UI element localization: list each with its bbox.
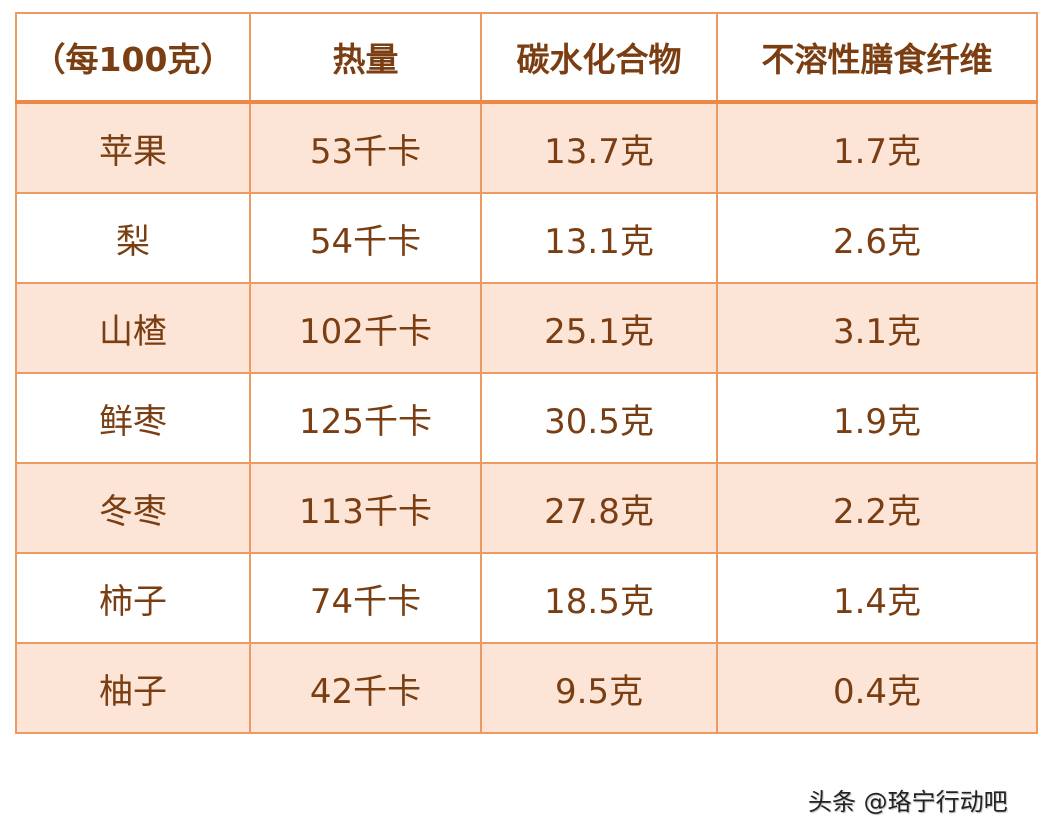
table-row: 苹果 53千卡 13.7克 1.7克: [15, 101, 1038, 194]
table-cell: 18.5克: [480, 552, 718, 644]
table-cell: 1.9克: [716, 372, 1038, 464]
table-row: 鲜枣 125千卡 30.5克 1.9克: [15, 372, 1038, 464]
table-cell: 9.5克: [480, 642, 718, 734]
table-cell: 梨: [15, 192, 251, 284]
table-cell: 柚子: [15, 642, 251, 734]
table-cell: 1.4克: [716, 552, 1038, 644]
table-cell: 13.1克: [480, 192, 718, 284]
table-cell: 113千卡: [249, 462, 482, 554]
table-cell: 苹果: [15, 101, 251, 194]
table-cell: 柿子: [15, 552, 251, 644]
table-cell: 30.5克: [480, 372, 718, 464]
header-cell: 不溶性膳食纤维: [716, 12, 1038, 104]
header-cell: （每100克）: [15, 12, 251, 104]
header-cell: 热量: [249, 12, 482, 104]
table-cell: 53千卡: [249, 101, 482, 194]
table-row: 梨 54千卡 13.1克 2.6克: [15, 192, 1038, 284]
table-row: 山楂 102千卡 25.1克 3.1克: [15, 282, 1038, 374]
table-row: 柚子 42千卡 9.5克 0.4克: [15, 642, 1038, 734]
table-cell: 27.8克: [480, 462, 718, 554]
table-cell: 125千卡: [249, 372, 482, 464]
table-cell: 2.2克: [716, 462, 1038, 554]
table-cell: 山楂: [15, 282, 251, 374]
table-cell: 1.7克: [716, 101, 1038, 194]
table-cell: 102千卡: [249, 282, 482, 374]
header-row: （每100克） 热量 碳水化合物 不溶性膳食纤维: [15, 12, 1038, 104]
table-cell: 2.6克: [716, 192, 1038, 284]
table-cell: 3.1克: [716, 282, 1038, 374]
table-row: 柿子 74千卡 18.5克 1.4克: [15, 552, 1038, 644]
table-cell: 鲜枣: [15, 372, 251, 464]
table-cell: 25.1克: [480, 282, 718, 374]
table-cell: 42千卡: [249, 642, 482, 734]
header-cell: 碳水化合物: [480, 12, 718, 104]
table-cell: 冬枣: [15, 462, 251, 554]
table-cell: 74千卡: [249, 552, 482, 644]
nutrition-table: （每100克） 热量 碳水化合物 不溶性膳食纤维 苹果 53千卡 13.7克 1.7克…: [15, 12, 1038, 734]
table-row: 冬枣 113千卡 27.8克 2.2克: [15, 462, 1038, 554]
table-cell: 54千卡: [249, 192, 482, 284]
watermark: 头条 @珞宁行动吧: [808, 788, 1008, 816]
table-cell: 13.7克: [480, 101, 718, 194]
table-cell: 0.4克: [716, 642, 1038, 734]
